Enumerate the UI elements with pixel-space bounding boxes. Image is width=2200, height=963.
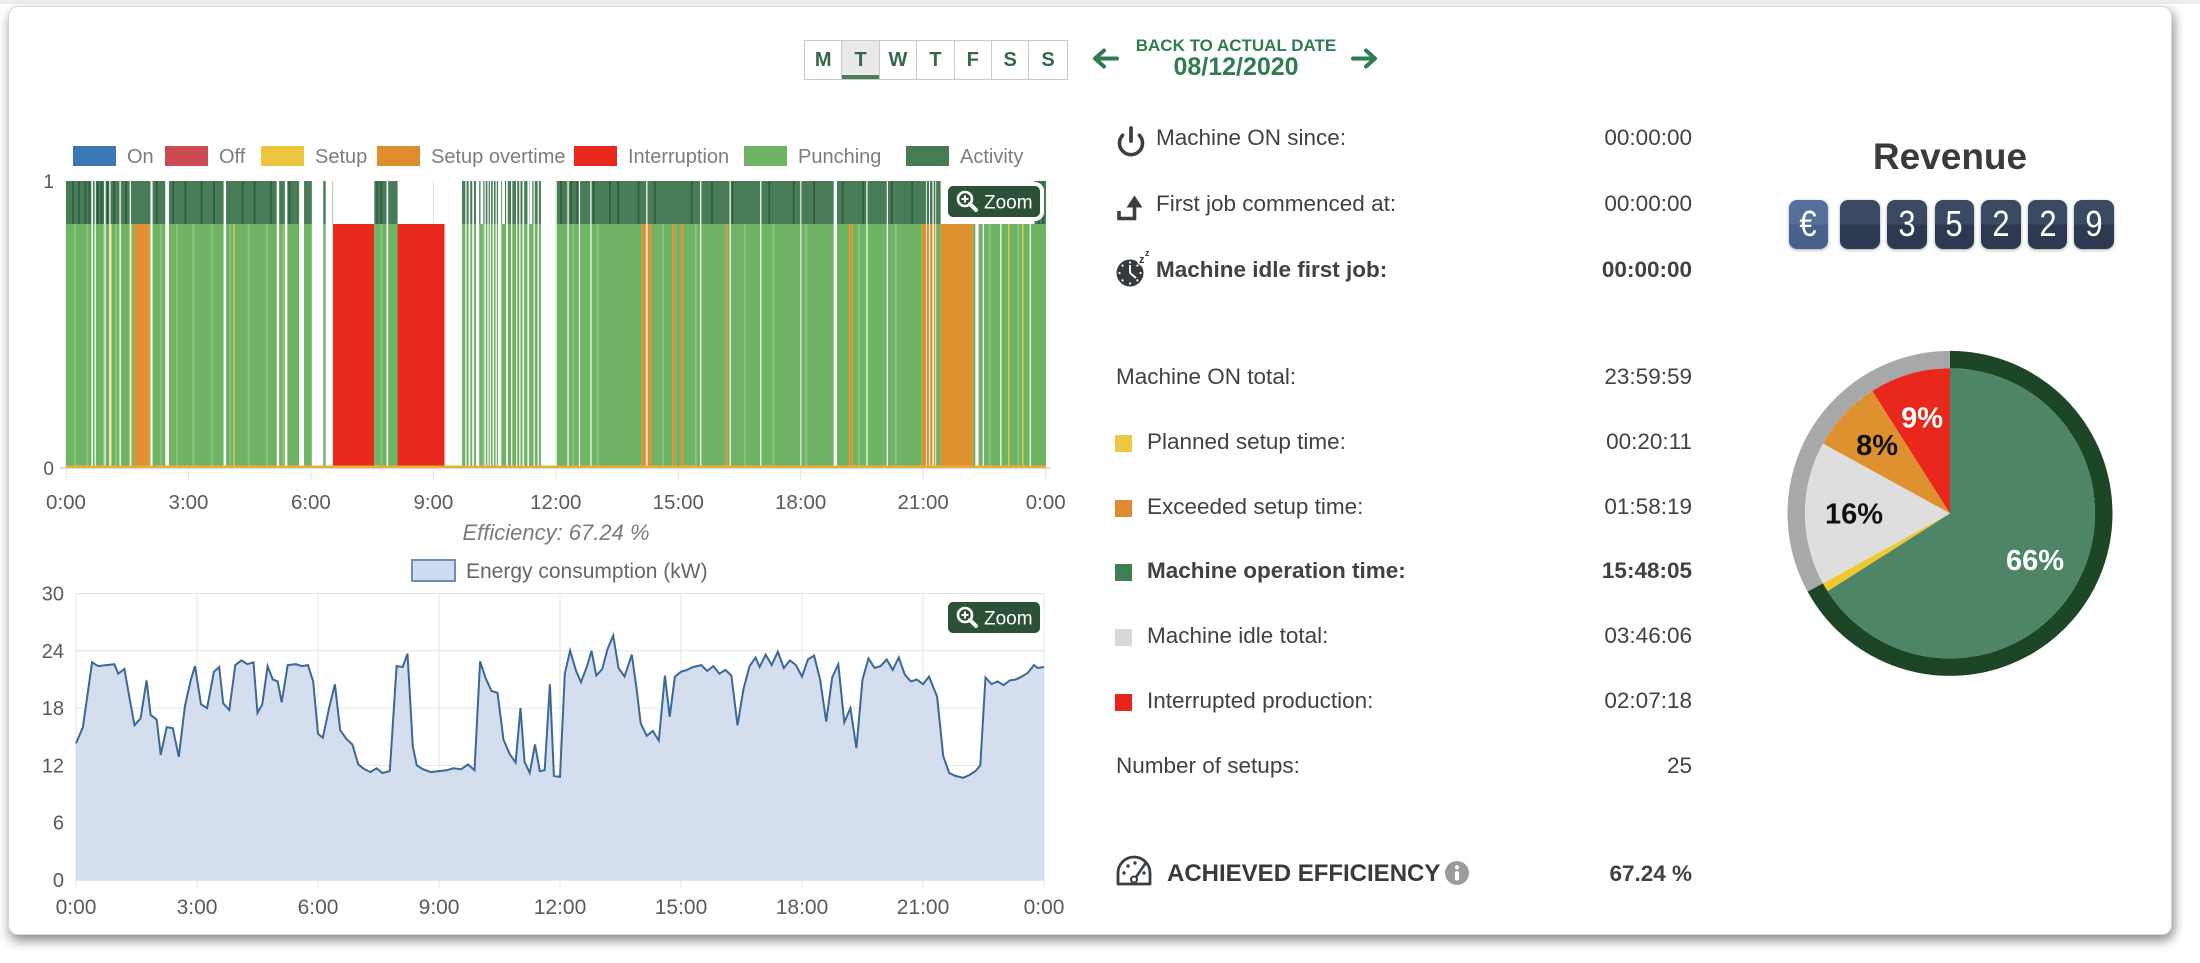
svg-text:Energy consumption (kW): Energy consumption (kW)	[466, 560, 708, 583]
svg-text:21:00: 21:00	[898, 491, 949, 514]
svg-text:30: 30	[42, 584, 64, 606]
svg-text:8%: 8%	[1856, 430, 1898, 462]
svg-text:z: z	[1145, 248, 1150, 258]
svg-text:0:00: 0:00	[56, 896, 97, 919]
svg-text:0:00: 0:00	[1024, 896, 1065, 919]
svg-text:Zoom: Zoom	[984, 193, 1033, 214]
svg-text:16%: 16%	[1825, 498, 1883, 530]
svg-text:21:00: 21:00	[897, 896, 950, 919]
svg-text:18:00: 18:00	[775, 491, 826, 514]
svg-text:0: 0	[53, 870, 64, 892]
svg-text:Efficiency: 67.24 %: Efficiency: 67.24 %	[462, 520, 649, 545]
svg-text:9%: 9%	[1901, 402, 1943, 434]
svg-text:12: 12	[42, 755, 64, 777]
svg-text:Zoom: Zoom	[984, 609, 1033, 630]
svg-text:15:00: 15:00	[653, 491, 704, 514]
svg-text:0:00: 0:00	[1026, 491, 1066, 514]
svg-text:18: 18	[42, 698, 64, 720]
svg-text:Setup: Setup	[315, 146, 367, 168]
svg-text:Off: Off	[219, 146, 246, 168]
svg-text:0:00: 0:00	[46, 491, 86, 514]
svg-text:Punching: Punching	[798, 146, 881, 168]
svg-text:1: 1	[43, 172, 54, 193]
svg-text:Interruption: Interruption	[628, 146, 729, 168]
svg-text:6:00: 6:00	[298, 896, 339, 919]
svg-text:z: z	[1139, 254, 1145, 266]
svg-text:6: 6	[53, 813, 64, 835]
svg-text:On: On	[127, 146, 154, 168]
svg-text:3:00: 3:00	[177, 896, 218, 919]
svg-text:66%: 66%	[2006, 545, 2064, 577]
svg-text:0: 0	[43, 459, 54, 480]
svg-text:24: 24	[42, 641, 64, 663]
svg-text:9:00: 9:00	[413, 491, 453, 514]
svg-text:Activity: Activity	[960, 146, 1023, 168]
svg-text:12:00: 12:00	[534, 896, 587, 919]
svg-text:6:00: 6:00	[291, 491, 331, 514]
svg-text:3:00: 3:00	[169, 491, 209, 514]
svg-text:15:00: 15:00	[655, 896, 708, 919]
svg-text:12:00: 12:00	[530, 491, 581, 514]
svg-text:9:00: 9:00	[419, 896, 460, 919]
svg-text:18:00: 18:00	[776, 896, 829, 919]
svg-text:Setup overtime: Setup overtime	[431, 146, 566, 168]
